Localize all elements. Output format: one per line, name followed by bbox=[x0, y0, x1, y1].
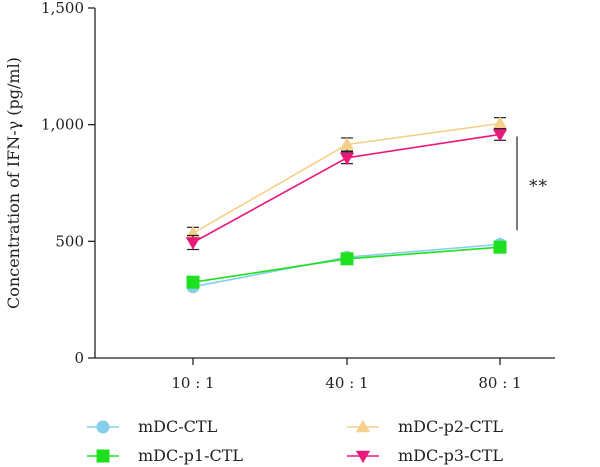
legend-item-mdc-p3-ctl: mDC-p3-CTL bbox=[347, 446, 503, 465]
x-tick-label: 10 : 1 bbox=[171, 374, 214, 392]
legend-marker bbox=[355, 450, 371, 464]
y-axis-title: Concentration of IFN-γ (pg/ml) bbox=[4, 57, 23, 309]
data-point bbox=[492, 116, 508, 129]
y-tick-label: 1,000 bbox=[41, 116, 84, 134]
series-mdc-p1-ctl bbox=[186, 240, 507, 289]
annotations: ** bbox=[516, 136, 548, 231]
data-point bbox=[185, 237, 201, 250]
data-point bbox=[339, 137, 355, 150]
x-tick-label: 80 : 1 bbox=[478, 374, 521, 392]
legend-item-mdc-p1-ctl: mDC-p1-CTL bbox=[87, 446, 243, 465]
axes: 0 500 1,000 1,500 10 : 1 40 : 1 80 : 1 Concentr… bbox=[4, 0, 555, 392]
y-tick-label: 0 bbox=[74, 349, 84, 367]
legend-label: mDC-p1-CTL bbox=[138, 446, 243, 465]
legend-marker bbox=[96, 420, 110, 434]
legend-item-mdc-p2-ctl: mDC-p2-CTL bbox=[347, 417, 503, 436]
legend: mDC-CTL mDC-p1-CTL mDC-p2-CTL mDC-p3-CTL bbox=[87, 417, 503, 465]
series-mdc-p3-ctl bbox=[185, 128, 508, 251]
series-mdc-ctl bbox=[186, 237, 507, 294]
legend-label: mDC-CTL bbox=[138, 417, 218, 436]
legend-label: mDC-p3-CTL bbox=[398, 446, 503, 465]
legend-item-mdc-ctl: mDC-CTL bbox=[87, 417, 218, 436]
significance-label: ** bbox=[529, 176, 548, 196]
data-point bbox=[186, 275, 200, 289]
y-tick-label: 1,500 bbox=[41, 0, 84, 17]
x-tick-label: 40 : 1 bbox=[325, 374, 368, 392]
series-layer bbox=[185, 116, 508, 294]
data-point bbox=[493, 240, 507, 254]
legend-label: mDC-p2-CTL bbox=[398, 417, 503, 436]
y-tick-label: 500 bbox=[55, 232, 84, 250]
legend-marker bbox=[355, 419, 371, 433]
data-point bbox=[340, 252, 354, 266]
data-point bbox=[492, 129, 508, 142]
legend-marker bbox=[96, 449, 110, 463]
data-point bbox=[339, 152, 355, 165]
